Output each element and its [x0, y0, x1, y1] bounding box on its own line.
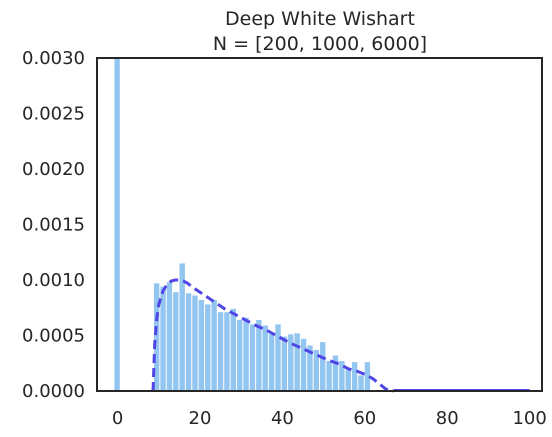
histogram-bar [217, 312, 224, 391]
x-tick-label: 20 [189, 408, 212, 429]
x-axis-ticks: 0 20 40 60 80 100 [112, 408, 547, 429]
histogram-bar [114, 58, 120, 391]
density-curve [151, 278, 394, 393]
histogram-bar [294, 333, 300, 391]
y-tick-label: 0.0010 [22, 270, 85, 291]
histogram-bar [185, 293, 192, 391]
chart-subtitle: N = [200, 1000, 6000] [213, 33, 427, 55]
histogram-bar [262, 325, 268, 391]
histogram-bar [249, 324, 256, 391]
histogram-bar [243, 317, 249, 391]
histogram-bar [332, 355, 339, 391]
histogram-bar [275, 324, 281, 391]
histogram-bar [364, 362, 371, 391]
chart-title: Deep White Wishart [225, 8, 415, 30]
histogram-bar [166, 282, 173, 391]
density-curve-group [151, 278, 394, 393]
y-tick-label: 0.0020 [22, 159, 85, 180]
histogram-bar [198, 299, 205, 391]
histogram-bar [339, 361, 345, 391]
histogram-bar [320, 342, 326, 391]
histogram-bars [114, 58, 371, 391]
y-tick-label: 0.0030 [22, 48, 85, 69]
y-tick-label: 0.0015 [22, 215, 85, 236]
y-tick-label: 0.0025 [22, 104, 85, 125]
histogram-bar [236, 319, 243, 391]
histogram-bar [345, 369, 351, 391]
histogram-bar [326, 361, 332, 391]
histogram-bar [300, 338, 307, 391]
histogram-bar [173, 292, 179, 391]
histogram-bar [268, 334, 275, 391]
histogram-bar [211, 299, 217, 391]
plot-frame [96, 57, 543, 392]
histogram-bar [160, 286, 166, 391]
y-tick-label: 0.0005 [22, 326, 85, 347]
histogram-bar [313, 349, 320, 391]
histogram-bar [205, 304, 211, 391]
histogram-bar [351, 362, 358, 391]
histogram-bar [281, 336, 288, 391]
histogram-bar [153, 283, 160, 391]
x-tick-label: 60 [353, 408, 376, 429]
histogram-bar [192, 295, 198, 391]
x-tick-label: 0 [112, 408, 123, 429]
histogram-bar [230, 308, 236, 391]
x-tick-label: 100 [512, 408, 546, 429]
histogram-bar [288, 334, 294, 391]
histogram-bar [307, 345, 313, 391]
histogram-bar [224, 312, 230, 391]
histogram-bar [358, 375, 364, 391]
histogram-bar [256, 319, 262, 391]
histogram-bar [179, 263, 185, 391]
x-tick-label: 40 [271, 408, 294, 429]
y-axis-ticks: 0.0000 0.0005 0.0010 0.0015 0.0020 0.0025 0.00… [22, 48, 85, 402]
x-tick-label: 80 [436, 408, 459, 429]
y-tick-label: 0.0000 [22, 381, 85, 402]
